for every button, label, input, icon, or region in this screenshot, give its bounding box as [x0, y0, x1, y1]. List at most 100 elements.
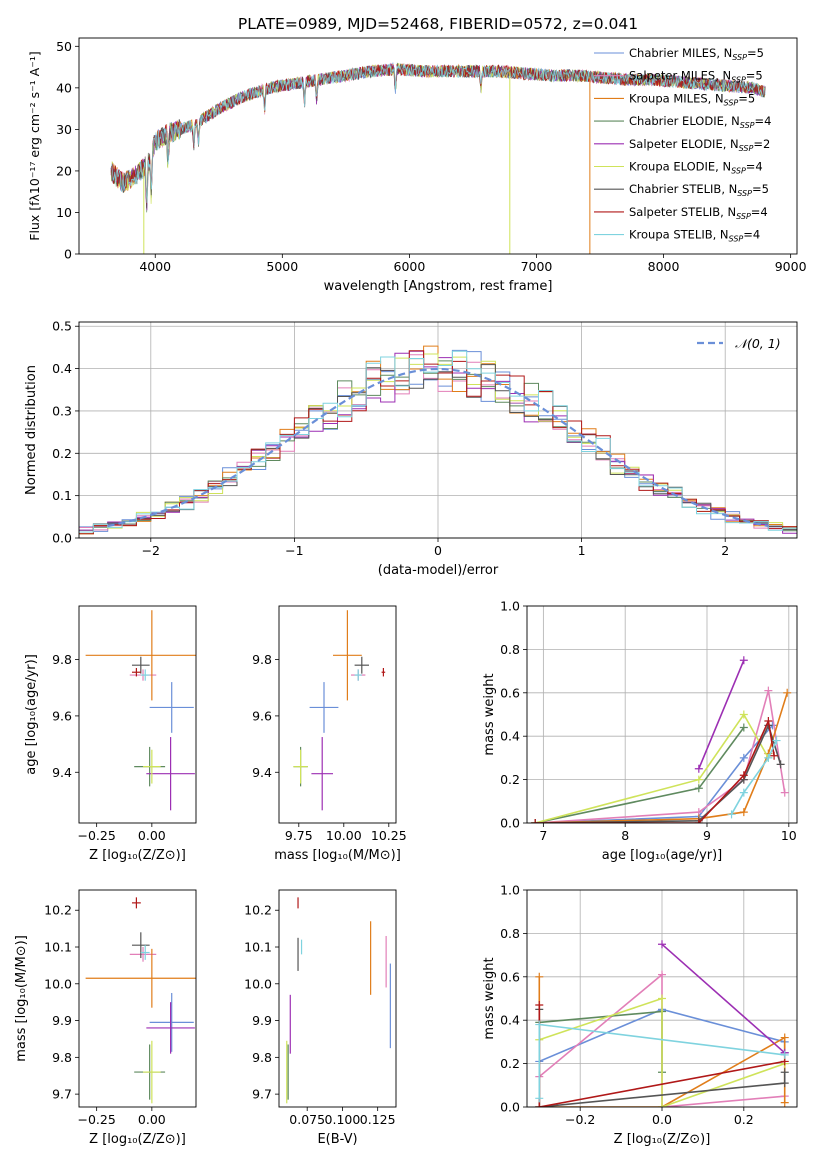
- spectrum-line-salpeter_stelib: [111, 63, 766, 204]
- y-tick-label: 10: [56, 205, 72, 220]
- y-axis-label: Normed distribution: [24, 365, 39, 495]
- axes-age_weight: 7 8 9 10 0.0 0.2 0.4 0.6 0.8 1.0 age [log₁₀(age/yr…: [482, 599, 798, 863]
- y-tick-label: 0.4: [500, 729, 520, 744]
- weight-marker: [694, 764, 703, 773]
- x-tick-label: 6000: [394, 259, 426, 274]
- y-tick-label: 50: [56, 39, 72, 54]
- x-tick-label: 1: [578, 543, 586, 558]
- x-axis-label: age [log₁₀(age/yr)]: [602, 848, 723, 863]
- errorbar-kroupa_stelib: [140, 945, 150, 960]
- weight-marker: [764, 717, 773, 726]
- y-tick-label: 9.7: [52, 1087, 72, 1102]
- legend-label-kroupa_elodie: Kroupa ELODIE, NSSP=4: [629, 160, 763, 176]
- weight-line: [539, 997, 785, 1107]
- weight-marker: [780, 788, 789, 797]
- x-tick-label: −0.25: [78, 828, 116, 843]
- weight-line: [730, 740, 778, 815]
- weight-marker: [694, 784, 703, 793]
- errorbar-salpeter_stelib: [381, 668, 386, 677]
- y-tick-label: 10.1: [244, 940, 272, 955]
- weight-marker: [770, 751, 779, 760]
- errorbar-kroupa_stelib: [354, 669, 362, 681]
- weight-marker: [694, 819, 703, 823]
- y-tick-label: 40: [56, 80, 72, 95]
- weight-marker: [780, 1050, 789, 1059]
- x-tick-label: 10: [781, 828, 797, 843]
- y-tick-label: 0.1: [52, 488, 72, 503]
- legend-label-chabrier_stelib: Chabrier STELIB, NSSP=5: [629, 182, 769, 198]
- y-tick-label: 9.8: [252, 1050, 272, 1065]
- weight-marker: [535, 1103, 544, 1107]
- y-axis-label: age [log₁₀(age/yr)]: [24, 654, 39, 775]
- weight-marker: [739, 656, 748, 665]
- y-tick-label: 10.2: [244, 903, 272, 918]
- legend-label-chabrier_miles: Chabrier MILES, NSSP=5: [629, 46, 764, 62]
- axes-frame: [78, 605, 197, 824]
- weight-marker: [776, 760, 785, 769]
- x-tick-label: 7000: [521, 259, 553, 274]
- weight-line: [698, 659, 745, 770]
- axes-z_weight: −0.2 0.0 0.2 0.0 0.2 0.4 0.6 0.8 1.0 Z [log₁₀(Z/Z…: [482, 883, 798, 1147]
- weight-marker: [531, 819, 540, 823]
- weight-marker: [727, 810, 736, 819]
- weight-marker: [535, 1001, 544, 1010]
- weight-marker: [764, 686, 773, 695]
- x-axis-label: E(B-V): [317, 1132, 357, 1147]
- axes-frame: [278, 889, 397, 1108]
- weight-marker: [658, 940, 666, 949]
- x-tick-label: 5000: [266, 259, 298, 274]
- y-tick-label: 9.9: [252, 1013, 272, 1028]
- plot-area-z_weight: [535, 940, 789, 1107]
- x-axis-label: Z [log₁₀(Z/Z⊙)]: [89, 1132, 186, 1147]
- x-tick-label: 0.00: [138, 1112, 166, 1127]
- errorbar-kroupa_elodie: [143, 1040, 161, 1104]
- figure-title: PLATE=0989, MJD=52468, FIBERID=0572, z=0…: [238, 15, 638, 33]
- normal-curve: [107, 367, 769, 528]
- y-tick-label: 10.2: [44, 903, 72, 918]
- errorbar-chabrier_miles: [149, 682, 194, 733]
- errorbar-kroupa_elodie: [143, 749, 161, 784]
- y-tick-label: 1.0: [500, 599, 520, 614]
- x-tick-label: −1: [285, 543, 303, 558]
- x-axis-label: Z [log₁₀(Z/Z⊙)]: [614, 1132, 711, 1147]
- weight-marker: [780, 1033, 789, 1042]
- legend-label-salpeter_stelib: Salpeter STELIB, NSSP=4: [629, 205, 768, 221]
- weight-marker: [780, 1098, 789, 1107]
- x-tick-label: 0.100: [325, 1112, 361, 1127]
- weight-marker: [764, 753, 773, 762]
- weight-marker: [658, 1103, 666, 1107]
- weight-marker: [739, 788, 748, 797]
- weight-marker: [535, 1020, 544, 1029]
- y-tick-label: 9.4: [252, 765, 272, 780]
- errorbar-salpeter_elodie: [146, 1002, 195, 1054]
- weight-line: [535, 724, 774, 823]
- y-tick-label: 9.8: [252, 652, 272, 667]
- y-tick-label: 0: [64, 247, 72, 262]
- weight-series-salpeter_stelib: [531, 717, 779, 823]
- weight-line: [534, 712, 770, 823]
- x-tick-label: 8: [621, 828, 629, 843]
- y-axis-label: mass [log₁₀(M/M⊙)]: [14, 935, 29, 1062]
- weight-marker: [658, 970, 666, 979]
- weight-marker: [783, 688, 792, 697]
- errorbar-chabrier_miles: [309, 682, 339, 733]
- y-axis-label: mass weight: [482, 957, 497, 1039]
- x-tick-label: 0.0: [652, 1112, 672, 1127]
- weight-marker: [694, 775, 703, 784]
- y-tick-label: 10.0: [44, 976, 72, 991]
- axes-frame: [78, 889, 197, 1108]
- x-tick-label: 7: [539, 828, 547, 843]
- errorbar-chabrier_stelib: [131, 932, 150, 959]
- errorbar-chabrier_miles: [149, 992, 194, 1052]
- weight-marker: [739, 753, 748, 762]
- errorbar-kroupa_miles: [333, 610, 362, 701]
- errorbar-kroupa_elodie: [293, 749, 308, 784]
- y-tick-label: 9.8: [52, 652, 72, 667]
- weight-line: [661, 943, 786, 1054]
- y-axis-label: Flux [fλ10⁻¹⁷ erg cm⁻² s⁻¹ A⁻¹]: [27, 51, 42, 240]
- y-tick-label: 9.9: [52, 1013, 72, 1028]
- axes-frame: [526, 889, 798, 1108]
- weight-marker: [739, 771, 748, 780]
- axes-frame: [78, 321, 798, 539]
